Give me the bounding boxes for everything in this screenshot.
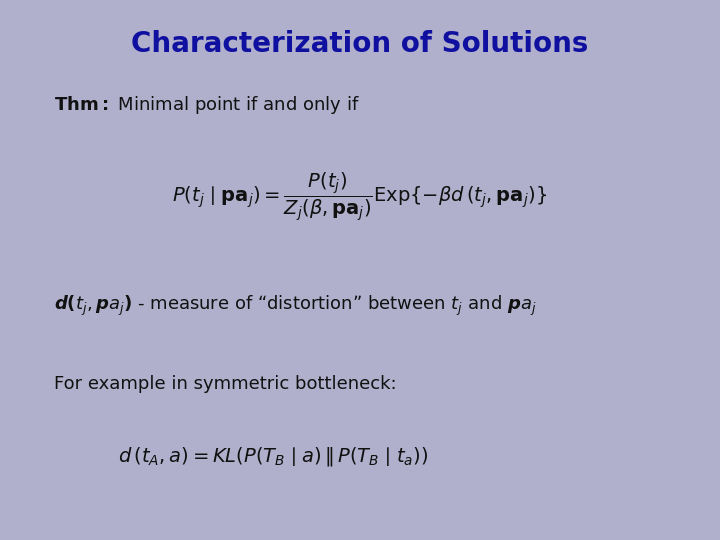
Text: Characterization of Solutions: Characterization of Solutions bbox=[131, 30, 589, 58]
Text: $\boldsymbol{d(t_j,pa_j)}$ - measure of “distortion” between $\boldsymbol{t_j}$ : $\boldsymbol{d(t_j,pa_j)}$ - measure of … bbox=[54, 294, 536, 319]
Text: For example in symmetric bottleneck:: For example in symmetric bottleneck: bbox=[54, 375, 397, 393]
Text: $d\,(t_A, a) = KL(P(T_B \mid a)\,\|\,P(T_B \mid t_a))$: $d\,(t_A, a) = KL(P(T_B \mid a)\,\|\,P(T… bbox=[119, 446, 428, 469]
Text: $\mathbf{Thm:}$ Minimal point if and only if: $\mathbf{Thm:}$ Minimal point if and onl… bbox=[54, 94, 360, 117]
Text: $P(t_j \mid \mathbf{pa}_j) = \dfrac{P(t_j)}{Z_j(\beta,\mathbf{pa}_j)}\mathrm{Exp: $P(t_j \mid \mathbf{pa}_j) = \dfrac{P(t_… bbox=[172, 170, 548, 223]
